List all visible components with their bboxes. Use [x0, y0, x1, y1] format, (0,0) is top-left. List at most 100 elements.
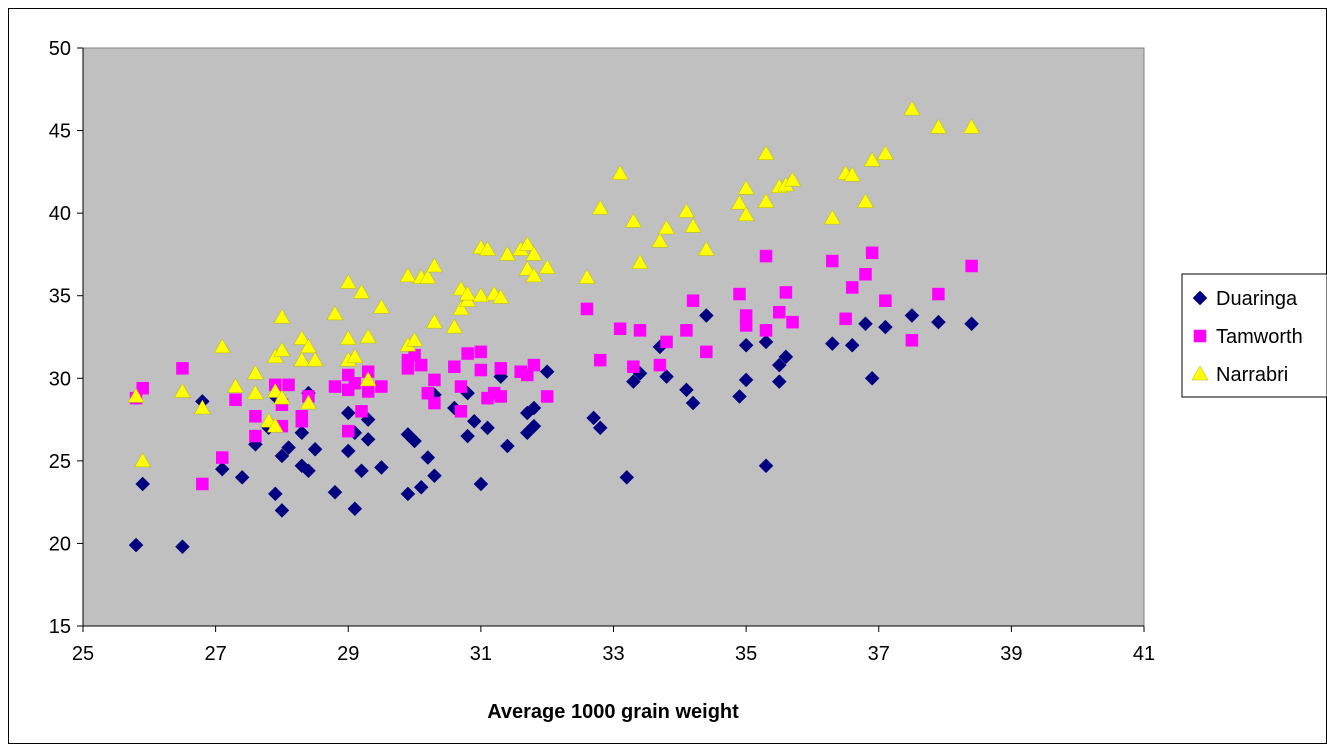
data-point	[214, 461, 230, 477]
legend-item-duaringa: Duaringa	[1192, 288, 1298, 310]
data-point	[931, 314, 946, 330]
data-point	[521, 368, 534, 382]
y-tick-label: 35	[49, 286, 71, 308]
data-point	[686, 294, 700, 307]
data-point	[494, 362, 508, 375]
y-tick-label: 25	[49, 451, 71, 473]
y-tick-label: 45	[49, 121, 71, 143]
data-point	[249, 410, 262, 423]
data-point	[193, 399, 211, 415]
data-point	[518, 236, 536, 251]
data-point	[348, 376, 362, 390]
data-point	[859, 267, 872, 281]
data-point	[527, 358, 541, 372]
data-point	[400, 486, 416, 502]
y-tick-label: 20	[49, 533, 71, 555]
legend-label: Duaringa	[1216, 288, 1298, 310]
data-point	[932, 287, 945, 301]
data-point	[353, 283, 370, 299]
y-axis-ticks	[77, 47, 84, 627]
data-point	[591, 199, 609, 215]
data-point	[355, 405, 368, 418]
data-point	[479, 240, 496, 256]
data-point	[136, 381, 149, 395]
data-point	[426, 257, 443, 273]
x-axis-tick-labels: 25 27 29 31 33 35 37 39 41	[72, 643, 1155, 665]
data-point	[857, 193, 874, 208]
data-point	[473, 476, 489, 492]
data-point	[301, 463, 316, 479]
x-tick-label: 41	[1133, 643, 1155, 665]
data-point	[700, 345, 713, 359]
data-point	[273, 341, 291, 357]
data-point	[757, 193, 775, 208]
data-point	[684, 217, 702, 233]
x-tick-label: 29	[337, 643, 359, 665]
data-point	[266, 417, 284, 433]
data-point	[732, 389, 747, 404]
data-point	[461, 347, 474, 360]
data-point	[306, 351, 324, 367]
data-point	[327, 484, 343, 500]
data-point	[282, 378, 295, 392]
data-point	[685, 395, 701, 411]
data-point	[653, 358, 667, 372]
data-points	[127, 100, 981, 555]
data-point	[359, 371, 377, 387]
legend-label: Tamworth	[1216, 326, 1303, 348]
data-point	[339, 273, 357, 289]
data-point	[339, 330, 357, 345]
data-point	[904, 308, 920, 323]
data-point	[229, 393, 242, 407]
data-point	[452, 300, 470, 316]
y-tick-label: 15	[49, 616, 71, 638]
data-point	[374, 460, 389, 475]
x-tick-label: 37	[868, 643, 890, 665]
data-point	[578, 269, 596, 284]
data-point	[196, 477, 209, 491]
data-point	[480, 420, 495, 436]
legend-item-narrabri: Narrabri	[1191, 364, 1288, 386]
x-tick-label: 33	[602, 643, 624, 665]
data-point	[778, 349, 794, 365]
data-point	[498, 245, 516, 261]
x-tick-label: 27	[205, 643, 227, 665]
data-point	[307, 441, 323, 457]
data-point	[267, 486, 283, 502]
data-point	[459, 285, 477, 301]
legend-marker	[1191, 365, 1209, 381]
data-point	[472, 287, 490, 302]
data-point	[826, 254, 839, 268]
data-point	[737, 179, 755, 195]
data-point	[421, 386, 435, 400]
data-point	[540, 390, 554, 403]
data-point	[738, 337, 754, 353]
data-point	[930, 118, 947, 134]
data-point	[342, 424, 355, 438]
data-point	[738, 372, 754, 388]
data-point	[773, 305, 786, 319]
data-point	[128, 537, 144, 553]
x-tick-label: 39	[1000, 643, 1022, 665]
data-point	[460, 428, 475, 444]
data-point	[678, 202, 695, 218]
data-point	[234, 470, 250, 485]
data-point	[414, 358, 428, 372]
data-point	[963, 118, 981, 134]
data-point	[660, 335, 673, 349]
data-point	[844, 337, 860, 353]
data-point	[627, 360, 640, 373]
data-point	[246, 364, 264, 380]
data-point	[375, 380, 388, 393]
data-point	[274, 448, 290, 464]
data-point	[784, 171, 801, 187]
data-point	[771, 357, 787, 373]
data-point	[474, 345, 488, 359]
y-tick-label: 30	[49, 368, 71, 390]
data-point	[340, 443, 356, 459]
data-point	[413, 479, 429, 495]
data-point	[659, 369, 674, 384]
data-point	[845, 281, 859, 294]
data-point	[340, 405, 356, 421]
data-point	[428, 373, 441, 387]
